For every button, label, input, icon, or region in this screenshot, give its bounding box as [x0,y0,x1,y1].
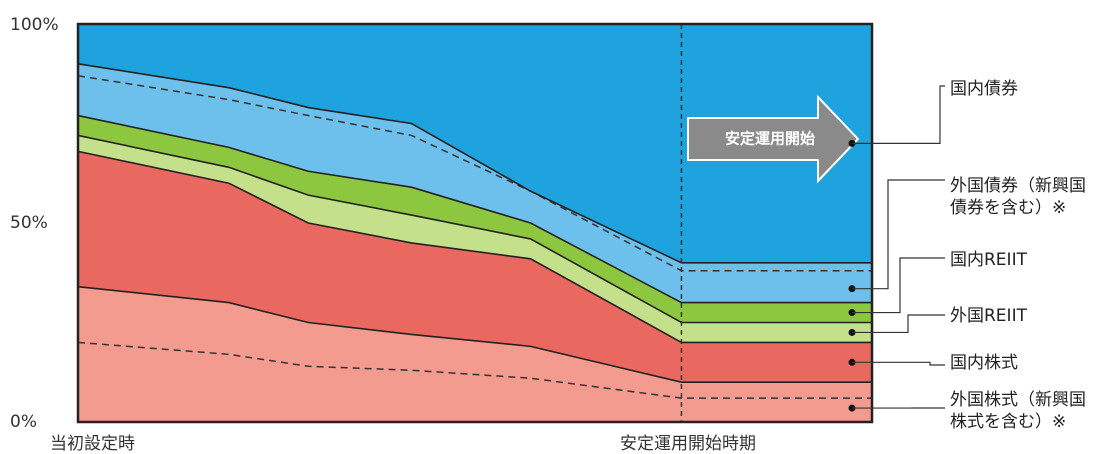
legend-foreign-reit: 外国REIIT [950,306,1028,326]
x-label-stable: 安定運用開始時期 [620,434,756,454]
y-tick-100: 100% [10,15,59,35]
leader-line-1 [852,361,945,366]
legend-foreign-bonds-line1: 外国債券（新興国 [950,176,1086,196]
legend-domestic-stocks: 国内株式 [950,353,1018,373]
arrow-label: 安定運用開始 [725,130,815,148]
plot-frame [76,22,874,424]
arrow-shape [687,94,860,184]
legend-foreign-stocks: 外国株式（新興国 株式を含む）※ [950,390,1091,432]
legend-domestic-reit: 国内REIIT [950,250,1028,270]
leader-line-5 [852,85,945,144]
boundary-line-4 [77,114,872,304]
area-4 [78,63,872,303]
leader-line-2 [852,314,945,334]
area-layers [78,24,872,422]
leader-line-4 [852,179,945,290]
y-tick-0: 0% [10,412,37,432]
legend-foreign-bonds: 外国債券（新興国 債券を含む）※ [950,176,1091,218]
x-label-start: 当初設定時 [50,434,135,454]
legend-foreign-stocks-line2: 株式を含む）※ [950,412,1066,432]
area-0 [78,286,872,422]
area-5 [78,24,872,263]
legend-markers [848,85,945,412]
x-axis-labels: 当初設定時 安定運用開始時期 [50,434,756,454]
dashed-line-0 [77,341,872,399]
stable-start-arrow: 安定運用開始 [687,94,860,184]
legend-foreign-bonds-line2: 債券を含む）※ [950,198,1066,218]
legend-labels: 国内債券 外国債券（新興国 債券を含む）※ 国内REIIT 外国REIIT 国内… [950,79,1091,432]
area-3 [78,115,872,323]
y-tick-50: 50% [10,213,48,233]
y-axis-ticks: 0% 50% 100% [10,15,59,432]
boundary-line-1 [77,285,872,384]
area-1 [78,151,872,383]
legend-domestic-bonds: 国内債券 [950,79,1018,99]
leader-line-3 [852,257,945,314]
legend-foreign-stocks-line1: 外国株式（新興国 [950,390,1086,410]
area-2 [78,135,872,343]
